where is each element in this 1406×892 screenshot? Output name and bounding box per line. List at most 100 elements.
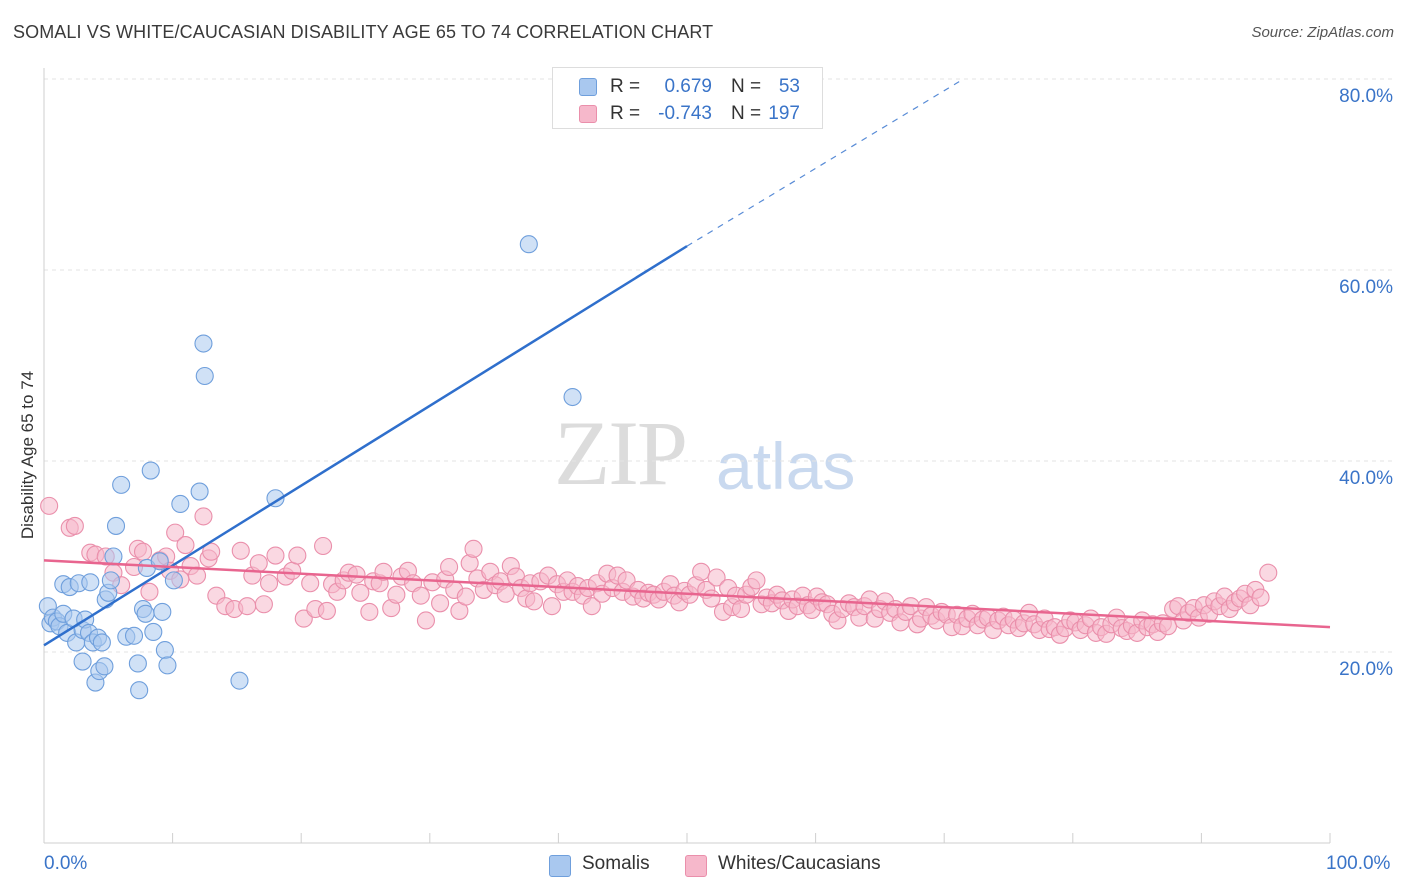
data-point-somali xyxy=(155,641,174,660)
legend-label: Whites/Caucasians xyxy=(718,853,881,874)
data-point-white xyxy=(542,597,562,616)
data-point-somali xyxy=(266,489,285,508)
data-point-white xyxy=(464,539,483,558)
data-point-white xyxy=(194,507,213,526)
data-point-somali xyxy=(112,475,131,494)
data-point-somali xyxy=(194,334,213,353)
y-tick-label: 80.0% xyxy=(1339,86,1393,107)
data-point-somali xyxy=(95,657,114,676)
data-point-somali xyxy=(81,573,100,592)
data-point-white xyxy=(747,571,766,590)
data-point-white xyxy=(440,557,459,577)
x-tick-label: 0.0% xyxy=(44,853,88,874)
data-point-somali xyxy=(106,516,126,535)
data-point-somali xyxy=(130,681,149,700)
watermark-atlas: atlas xyxy=(716,429,856,503)
legend-row-whites: R = -0.743 N = 197 xyxy=(553,100,822,128)
legend-swatch-pink xyxy=(579,105,597,123)
data-point-white xyxy=(1259,563,1278,582)
data-point-somali xyxy=(164,571,183,590)
data-point-white xyxy=(347,565,366,584)
data-point-white xyxy=(254,595,273,614)
data-point-white xyxy=(249,554,268,573)
data-point-white xyxy=(288,546,307,565)
data-point-somali xyxy=(141,461,160,480)
r-value: 0.679 xyxy=(664,76,712,97)
data-point-somali xyxy=(171,494,190,514)
data-point-white xyxy=(1251,588,1270,607)
data-point-white xyxy=(283,561,302,580)
n-label: N = xyxy=(731,76,762,97)
data-point-white xyxy=(411,586,430,605)
trend-line-somalis-extension xyxy=(686,78,964,247)
data-point-white xyxy=(40,496,59,515)
data-point-white xyxy=(582,597,601,616)
legend-swatch-blue xyxy=(579,78,597,96)
chart-source: Source: ZipAtlas.com xyxy=(1251,24,1394,41)
x-tick-label: 100.0% xyxy=(1326,853,1391,874)
data-point-white xyxy=(456,587,475,606)
series-whites-caucasians xyxy=(40,496,1278,644)
data-point-somali xyxy=(190,482,209,501)
data-point-white xyxy=(176,535,195,555)
data-point-white xyxy=(314,536,333,556)
data-point-white xyxy=(374,562,393,581)
n-label: N = xyxy=(731,103,762,124)
data-point-white xyxy=(65,516,84,535)
data-point-somali xyxy=(124,626,144,645)
r-label: R = xyxy=(610,76,641,97)
data-point-somali xyxy=(195,366,214,386)
axes xyxy=(43,68,1331,844)
data-point-somali xyxy=(92,633,111,652)
stats-legend: R = 0.679 N = 53 R = -0.743 N = 197 xyxy=(552,67,823,129)
data-point-white xyxy=(692,562,711,581)
legend-swatch-pink xyxy=(685,855,707,877)
y-tick-label: 20.0% xyxy=(1339,659,1393,680)
data-point-somali xyxy=(136,604,155,623)
trend-line-somalis xyxy=(43,245,688,647)
trend-line-whites xyxy=(43,559,1331,629)
n-value: 53 xyxy=(778,76,800,97)
data-point-white xyxy=(524,592,544,611)
y-axis-label: Disability Age 65 to 74 xyxy=(18,370,37,540)
legend-swatch-blue xyxy=(549,855,571,877)
data-point-somali xyxy=(153,602,172,621)
data-point-white xyxy=(238,597,257,616)
y-tick-label: 40.0% xyxy=(1339,468,1393,489)
legend-row-somalis: R = 0.679 N = 53 xyxy=(553,73,822,101)
data-point-somali xyxy=(158,656,177,675)
r-value: -0.743 xyxy=(658,103,712,124)
data-point-white xyxy=(431,594,450,613)
data-point-white xyxy=(301,574,320,593)
n-value: 197 xyxy=(768,103,800,124)
data-point-white xyxy=(360,602,379,621)
data-point-somali xyxy=(144,622,163,641)
data-point-somali xyxy=(230,671,249,690)
watermark-zip: ZIP xyxy=(554,402,688,504)
y-tick-label: 60.0% xyxy=(1339,277,1393,298)
data-point-white xyxy=(133,542,153,561)
data-point-white xyxy=(317,601,336,620)
data-point-white xyxy=(702,589,721,608)
data-point-white xyxy=(259,574,279,593)
legend-label: Somalis xyxy=(582,853,650,874)
data-point-white xyxy=(351,583,370,602)
data-point-white xyxy=(266,546,285,565)
data-point-somali xyxy=(73,652,92,671)
data-point-somali xyxy=(563,387,582,407)
data-point-white xyxy=(496,584,515,603)
data-point-somali xyxy=(519,235,538,254)
series-somalis xyxy=(38,235,582,700)
data-point-somali xyxy=(101,571,120,590)
data-point-somali xyxy=(128,654,147,673)
data-point-white xyxy=(140,582,159,601)
data-point-white xyxy=(387,585,406,604)
data-point-white xyxy=(416,611,435,630)
grid-lines xyxy=(44,78,1393,653)
chart-title: SOMALI VS WHITE/CAUCASIAN DISABILITY AGE… xyxy=(13,22,714,42)
data-point-white xyxy=(202,542,221,561)
r-label: R = xyxy=(610,103,641,124)
data-point-white xyxy=(707,568,726,587)
data-point-white xyxy=(231,541,250,560)
